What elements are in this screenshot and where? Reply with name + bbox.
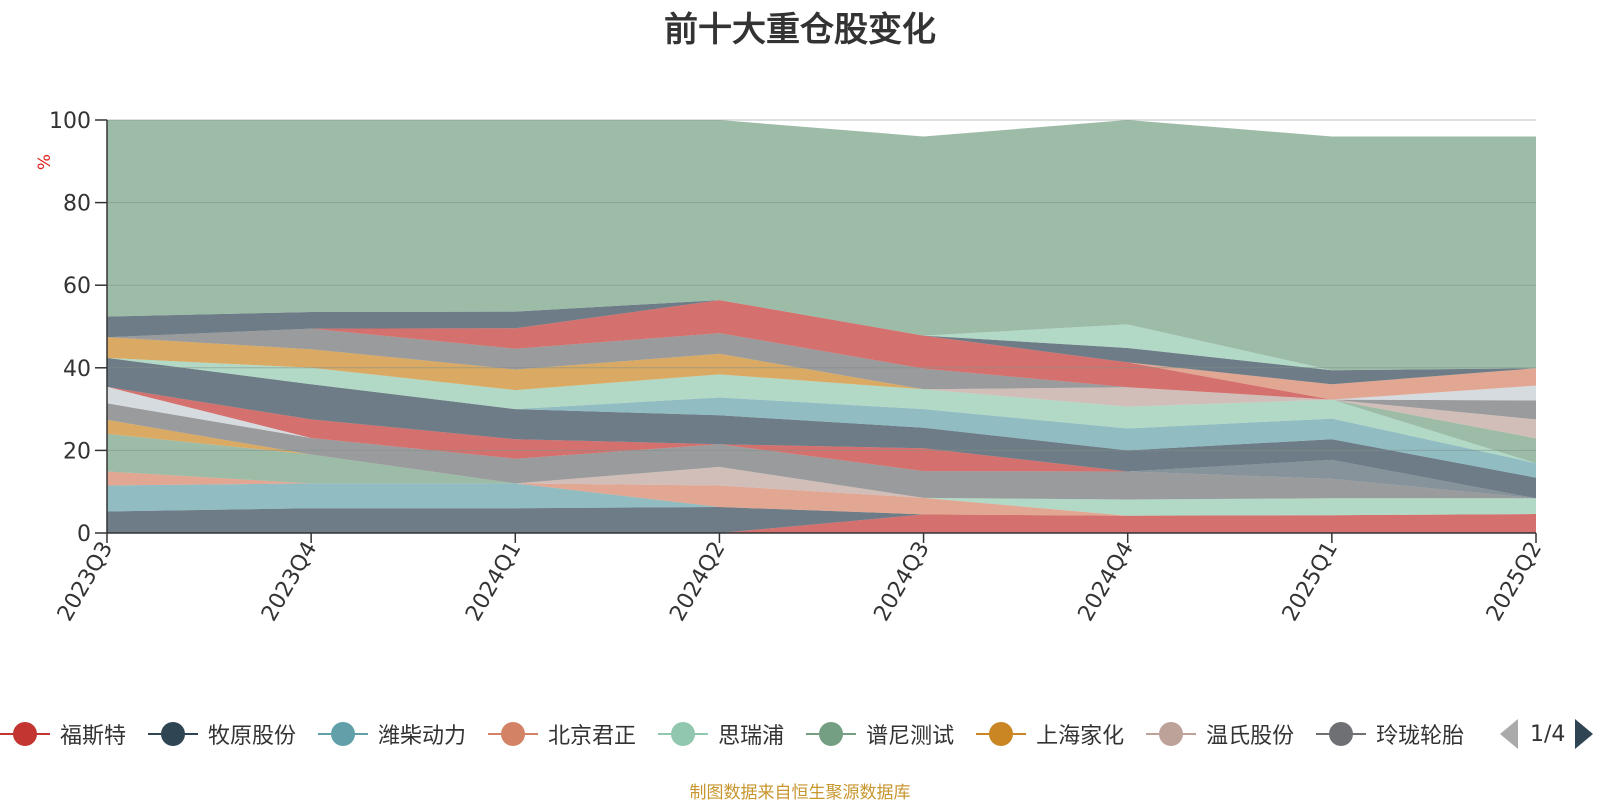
legend-item[interactable]: 温氏股份 bbox=[1146, 718, 1294, 750]
chart-plot: 0 20 40 60 80 100% 2023Q3 2023Q4 2024Q1 2024Q2 202… bbox=[35, 109, 1547, 626]
legend-marker-icon bbox=[0, 722, 50, 746]
x-tick-label: 2023Q4 bbox=[257, 538, 322, 626]
source-note: 制图数据来自恒生聚源数据库 bbox=[689, 783, 911, 803]
legend-label: 上海家化 bbox=[1036, 724, 1125, 749]
legend-label: 北京君正 bbox=[548, 724, 637, 749]
legend-marker-icon bbox=[1316, 722, 1367, 746]
series-area-谱尼测试 bbox=[107, 433, 1536, 500]
series-area-segment-16 bbox=[107, 357, 1536, 439]
legend-item[interactable]: 上海家化 bbox=[976, 718, 1124, 750]
series-area-segment-17 bbox=[107, 337, 1536, 420]
legend-item[interactable]: 福斯特 bbox=[0, 718, 126, 750]
legend-label: 福斯特 bbox=[60, 724, 127, 749]
legend-label: 思瑞浦 bbox=[718, 724, 785, 749]
legend-item[interactable]: 思瑞浦 bbox=[658, 718, 784, 750]
y-tick-label: 40 bbox=[63, 357, 91, 382]
legend-label: 潍柴动力 bbox=[378, 724, 467, 749]
series-area-思瑞浦 bbox=[107, 471, 1536, 516]
legend-viewport: 福斯特 牧原股份 潍柴动力 北京君正 思瑞浦 谱尼测试 上海家化 温氏股份 玲珑轮胎 bbox=[0, 714, 1482, 754]
x-tick-label: 2025Q1 bbox=[1278, 538, 1343, 626]
series-area-潍柴动力 bbox=[107, 483, 1536, 516]
series-area-segment-11 bbox=[107, 386, 1536, 499]
y-tick-label: 100 bbox=[49, 109, 91, 134]
legend-label: 玲珑轮胎 bbox=[1376, 724, 1465, 749]
legend-track: 福斯特 牧原股份 潍柴动力 北京君正 思瑞浦 谱尼测试 上海家化 温氏股份 玲珑轮胎 bbox=[0, 714, 1482, 754]
y-tick-label: 20 bbox=[63, 439, 91, 464]
legend-next-page-button[interactable] bbox=[1575, 719, 1594, 749]
x-tick-label: 2024Q2 bbox=[665, 538, 730, 626]
series-area-segment-18 bbox=[107, 328, 1536, 420]
legend-item[interactable]: 玲珑轮胎 bbox=[1316, 718, 1464, 750]
legend-label: 温氏股份 bbox=[1206, 724, 1295, 749]
legend-prev-page-button[interactable] bbox=[1500, 719, 1518, 749]
legend-label: 牧原股份 bbox=[208, 724, 297, 749]
legend-item[interactable]: 北京君正 bbox=[488, 718, 636, 750]
y-axis-label: % bbox=[35, 154, 55, 170]
grid-lines bbox=[107, 119, 1536, 451]
x-tick-label: 2023Q3 bbox=[53, 538, 118, 626]
legend-marker-icon bbox=[318, 722, 369, 746]
y-tick-label: 60 bbox=[63, 274, 91, 299]
x-tick-label: 2024Q3 bbox=[869, 538, 934, 626]
series-area-北京君正 bbox=[107, 471, 1536, 516]
series-area-segment-14 bbox=[107, 357, 1536, 464]
legend-marker-icon bbox=[658, 722, 709, 746]
series-area-segment-20 bbox=[107, 300, 1536, 400]
x-tick-label: 2024Q1 bbox=[461, 538, 526, 626]
series-area-segment-21 bbox=[107, 300, 1536, 400]
legend-marker-icon bbox=[148, 722, 199, 746]
legend-marker-icon bbox=[1146, 722, 1197, 746]
x-tick-label: 2024Q4 bbox=[1074, 538, 1139, 626]
legend-marker-icon bbox=[976, 722, 1027, 746]
series-area-segment-22 bbox=[107, 300, 1536, 385]
chart-title: 前十大重仓股变化 bbox=[664, 10, 936, 50]
y-tick-label: 0 bbox=[77, 522, 91, 547]
legend-marker-icon bbox=[488, 722, 539, 746]
legend-marker-icon bbox=[806, 722, 857, 746]
series-area-玲珑轮胎 bbox=[107, 403, 1536, 500]
series-area-segment-24 bbox=[107, 120, 1536, 371]
series-area-福斯特 bbox=[107, 514, 1536, 533]
x-tick-label: 2025Q2 bbox=[1482, 538, 1547, 626]
legend: 福斯特 牧原股份 潍柴动力 北京君正 思瑞浦 谱尼测试 上海家化 温氏股份 玲珑轮胎 1/4 bbox=[0, 714, 1600, 754]
legend-label: 谱尼测试 bbox=[866, 724, 955, 749]
y-tick-label: 80 bbox=[63, 192, 91, 217]
series-area-温氏股份 bbox=[107, 419, 1536, 500]
series-area-segment-23 bbox=[107, 300, 1536, 371]
legend-page-indicator: 1/4 bbox=[1530, 721, 1566, 747]
legend-item[interactable]: 谱尼测试 bbox=[806, 718, 954, 750]
series-areas bbox=[107, 120, 1536, 533]
series-area-segment-12 bbox=[107, 357, 1536, 499]
legend-item[interactable]: 潍柴动力 bbox=[318, 718, 466, 750]
legend-item[interactable]: 牧原股份 bbox=[148, 718, 296, 750]
series-area-牧原股份 bbox=[107, 507, 1536, 533]
series-area-segment-13 bbox=[107, 357, 1536, 478]
legend-pager: 1/4 bbox=[1500, 714, 1594, 754]
